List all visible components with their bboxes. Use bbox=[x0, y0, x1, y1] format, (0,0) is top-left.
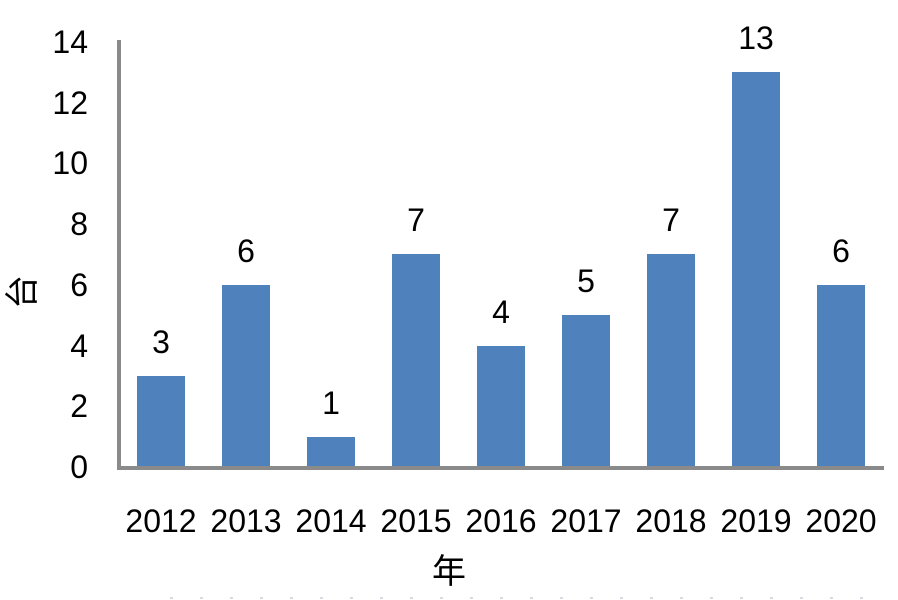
y-tick-label: 14 bbox=[52, 24, 88, 60]
x-tick-label: 2017 bbox=[550, 503, 622, 539]
bar-2018 bbox=[647, 254, 695, 469]
bar-2015 bbox=[392, 254, 440, 469]
bar-value-label: 3 bbox=[152, 324, 170, 360]
x-tick-label: 2018 bbox=[635, 503, 707, 539]
y-tick-label: 0 bbox=[70, 449, 88, 485]
bar-value-label: 7 bbox=[407, 202, 425, 238]
y-tick-label: 12 bbox=[52, 85, 88, 121]
y-axis-line bbox=[117, 40, 121, 470]
bar-value-label: 4 bbox=[492, 294, 510, 330]
bar-2014 bbox=[307, 437, 355, 469]
x-tick-label: 2015 bbox=[380, 503, 452, 539]
x-tick-label: 2013 bbox=[210, 503, 282, 539]
bar-value-label: 7 bbox=[662, 202, 680, 238]
x-tick-label: 2019 bbox=[720, 503, 792, 539]
bar-2012 bbox=[137, 376, 185, 469]
bar-2019 bbox=[732, 72, 780, 469]
y-tick-label: 8 bbox=[70, 206, 88, 242]
y-tick-label: 4 bbox=[70, 328, 88, 364]
x-axis-line bbox=[117, 466, 884, 470]
bar-value-label: 1 bbox=[322, 385, 340, 421]
x-tick-label: 2016 bbox=[465, 503, 537, 539]
x-tick-label: 2012 bbox=[125, 503, 197, 539]
y-tick-label: 10 bbox=[52, 145, 88, 181]
bar-value-label: 13 bbox=[738, 20, 774, 56]
bar-value-label: 5 bbox=[577, 263, 595, 299]
bar-2013 bbox=[222, 285, 270, 469]
x-tick-label: 2014 bbox=[295, 503, 367, 539]
y-tick-label: 6 bbox=[70, 267, 88, 303]
bar-2017 bbox=[562, 315, 610, 469]
x-tick-label: 2020 bbox=[805, 503, 877, 539]
y-tick-label: 2 bbox=[70, 388, 88, 424]
bar-2020 bbox=[817, 285, 865, 469]
x-axis-title: 年 bbox=[432, 554, 466, 591]
bar-2016 bbox=[477, 346, 525, 469]
bar-value-label: 6 bbox=[237, 233, 255, 269]
bar-value-label: 6 bbox=[832, 233, 850, 269]
cropped-caption-remnant bbox=[170, 597, 890, 599]
